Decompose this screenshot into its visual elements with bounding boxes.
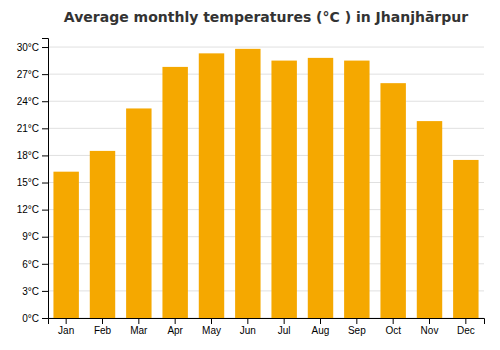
tick-label: Jan (58, 325, 74, 336)
tick-mark (247, 318, 248, 324)
tick: 15°C (17, 177, 48, 188)
bars (53, 49, 478, 318)
tick: Jun (240, 318, 256, 336)
tick-label: 15°C (17, 177, 39, 188)
tick-label: 6°C (22, 259, 39, 270)
tick: 24°C (17, 96, 48, 107)
bar (380, 83, 405, 318)
tick: Jan (58, 318, 74, 336)
tick: Dec (457, 318, 475, 336)
bar (162, 67, 187, 318)
tick-label: Feb (94, 325, 112, 336)
bar (235, 49, 260, 318)
tick-mark (393, 318, 394, 324)
tick-label: 18°C (17, 150, 39, 161)
tick-mark (42, 237, 48, 238)
tick: 9°C (22, 231, 48, 242)
bar (417, 121, 442, 318)
tick: 12°C (17, 204, 48, 215)
tick: Aug (312, 318, 330, 336)
bar (271, 61, 296, 318)
tick-label: 12°C (17, 204, 39, 215)
tick-label: Aug (312, 325, 330, 336)
tick-label: Nov (421, 325, 439, 336)
tick-mark (42, 47, 48, 48)
tick: Apr (167, 318, 183, 336)
tick: Jul (278, 318, 291, 336)
title: Average monthly temperatures (°C ) in Jh… (64, 9, 468, 25)
tick-mark (211, 318, 212, 324)
tick-label: Dec (457, 325, 475, 336)
tick: 3°C (22, 286, 48, 297)
bar (199, 53, 224, 318)
tick-mark (42, 128, 48, 129)
tick-mark (102, 318, 103, 324)
chart: Jan Feb Mar Apr May Jun Jul Aug Sep Oct Nov Dec 0°C 3… (0, 0, 500, 350)
tick-mark (42, 210, 48, 211)
tick: Feb (94, 318, 112, 336)
tick: Nov (421, 318, 439, 336)
tick-mark (284, 318, 285, 324)
tick-label: 3°C (22, 286, 39, 297)
tick-mark (320, 318, 321, 324)
tick-mark (138, 318, 139, 324)
tick: 21°C (17, 123, 48, 134)
grid (48, 47, 484, 318)
tick-label: Apr (167, 325, 183, 336)
tick-label: Jun (240, 325, 256, 336)
bar (308, 58, 333, 318)
tick-label: 0°C (22, 313, 39, 324)
y-axis: 0°C 3°C 6°C 9°C 12°C 15°C 18°C 21°C 24°C 27°C 30°C (17, 39, 49, 324)
tick-mark (175, 318, 176, 324)
tick-label: 21°C (17, 123, 39, 134)
tick-label: May (202, 325, 221, 336)
tick: 30°C (17, 42, 48, 53)
tick-mark (42, 101, 48, 102)
tick-mark (465, 318, 466, 324)
bar (453, 160, 478, 318)
tick-mark (42, 183, 48, 184)
tick-mark (42, 155, 48, 156)
tick: 6°C (22, 259, 48, 270)
tick-label: Sep (348, 325, 366, 336)
tick-label: 9°C (22, 231, 39, 242)
tick-label: Jul (278, 325, 291, 336)
x-axis: Jan Feb Mar Apr May Jun Jul Aug Sep Oct Nov Dec (49, 318, 485, 336)
tick: Oct (385, 318, 401, 336)
tick-mark (66, 318, 67, 324)
tick-mark (42, 291, 48, 292)
bar (90, 151, 115, 318)
bar (126, 108, 151, 318)
tick-label: Mar (130, 325, 148, 336)
tick: May (202, 318, 221, 336)
grid-line (48, 101, 484, 102)
tick-label: 24°C (17, 96, 39, 107)
bar (344, 61, 369, 318)
axis-line (42, 39, 49, 319)
tick: Sep (348, 318, 366, 336)
tick-mark (42, 318, 48, 319)
grid-line (48, 74, 484, 75)
plot: Jan Feb Mar Apr May Jun Jul Aug Sep Oct Nov Dec 0°C 3… (17, 39, 485, 337)
tick-mark (356, 318, 357, 324)
axis-line (49, 319, 485, 325)
tick-mark (42, 74, 48, 75)
tick: Mar (130, 318, 148, 336)
tick-mark (429, 318, 430, 324)
grid-line (48, 47, 484, 48)
bar (53, 172, 78, 318)
tick-mark (42, 264, 48, 265)
tick-label: 27°C (17, 69, 39, 80)
tick: 18°C (17, 150, 48, 161)
tick: 27°C (17, 69, 48, 80)
tick-label: Oct (385, 325, 401, 336)
tick-label: 30°C (17, 42, 39, 53)
tick: 0°C (22, 313, 48, 324)
